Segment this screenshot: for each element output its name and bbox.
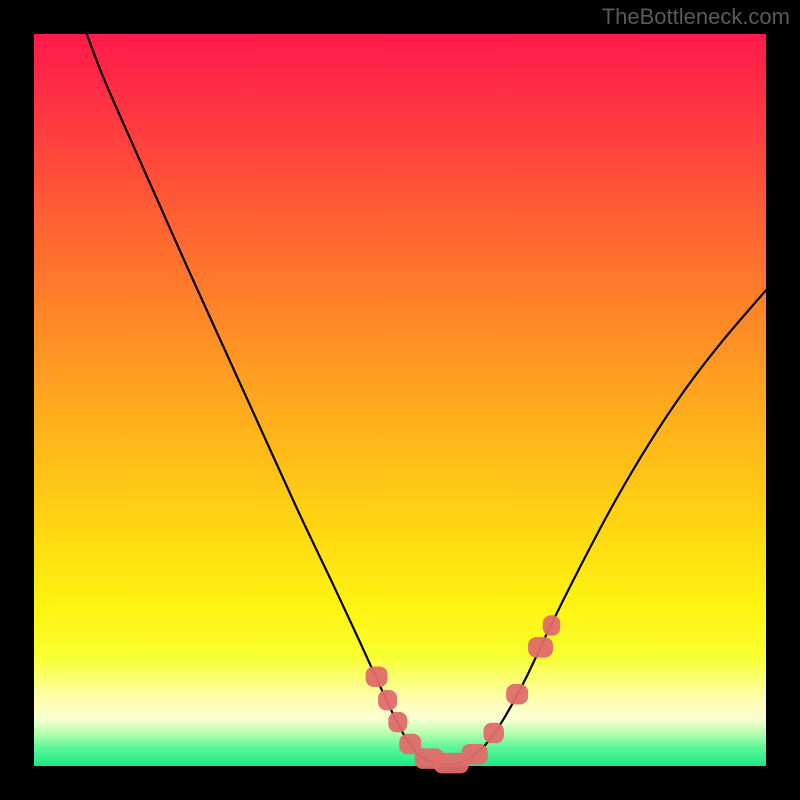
curve-marker — [483, 723, 503, 743]
curve-marker — [378, 690, 397, 710]
curve-marker — [528, 637, 553, 657]
curve-marker — [506, 684, 528, 704]
bottleneck-chart — [0, 0, 800, 800]
chart-container: TheBottleneck.com — [0, 0, 800, 800]
plot-background — [34, 34, 766, 766]
curve-marker — [388, 712, 407, 732]
curve-marker — [543, 615, 561, 635]
curve-marker — [461, 744, 487, 764]
curve-marker — [366, 666, 388, 686]
watermark-text: TheBottleneck.com — [602, 4, 790, 30]
